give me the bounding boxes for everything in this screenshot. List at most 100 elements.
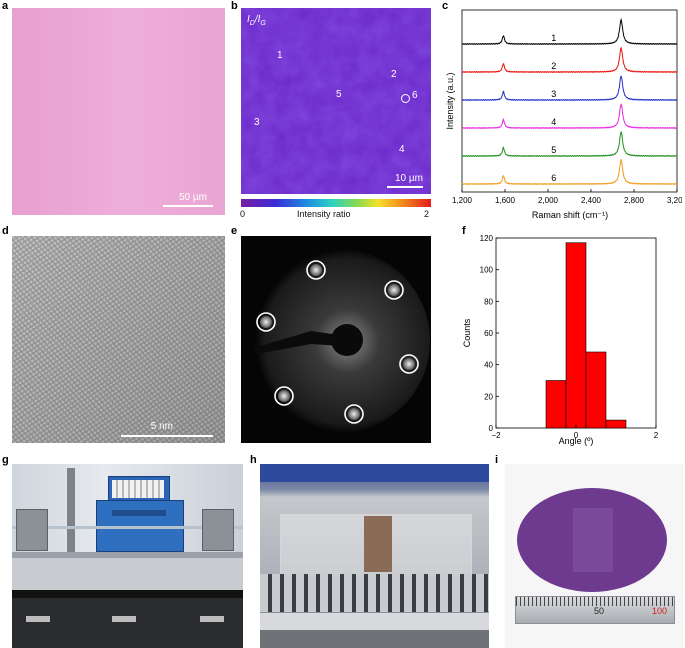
optical-image: 50 µm — [12, 8, 225, 215]
panel-label-d: d — [2, 225, 9, 237]
colorbar-min: 0 — [240, 209, 246, 219]
map-point-6: 6 — [412, 90, 418, 101]
raman-series-label-3: 3 — [551, 89, 556, 99]
panel-label-c: c — [442, 0, 449, 12]
furnace-handle — [112, 510, 166, 516]
raman-series-label-1: 1 — [551, 33, 556, 43]
scale-label-d: 5 nm — [150, 421, 173, 432]
histogram-y-tick-label: 80 — [484, 297, 493, 306]
ruler-mark-50: 50 — [594, 606, 605, 616]
raman-spectra-chart: 1 2 3 4 5 6 1,200 1,600 2,000 2,400 2,800 3,200 Ra… — [445, 9, 682, 220]
histogram-y-tick-label: 20 — [484, 392, 493, 401]
slotted-tray — [260, 574, 489, 616]
raman-series-5 — [461, 130, 678, 158]
panel-label-h: h — [250, 454, 257, 466]
map-point-4: 4 — [399, 144, 405, 155]
raman-series-3 — [461, 75, 678, 102]
raman-x-tick-label: 2,800 — [624, 196, 645, 205]
panel-label-a: a — [2, 0, 9, 12]
map-point-2: 2 — [391, 69, 397, 80]
histogram-x-tick-label: −2 — [491, 431, 501, 440]
scale-bar-b — [387, 186, 423, 188]
raman-series-label-2: 2 — [551, 61, 556, 71]
map-point-6-marker — [401, 94, 410, 103]
histogram-y-tick-label: 120 — [480, 234, 494, 243]
scale-bar-a — [163, 205, 213, 207]
raman-ratio-map: ID/IG 1 2 3 4 5 6 10 µm — [241, 8, 431, 194]
raman-series-labels: 1 2 3 4 5 6 — [551, 33, 556, 183]
histogram-bar — [585, 351, 607, 429]
raman-x-tick-label: 1,600 — [495, 196, 516, 205]
flange-right — [202, 509, 234, 551]
panel-label-b: b — [231, 0, 238, 12]
histogram-y-tick-label: 100 — [480, 266, 494, 275]
substrate-holder-photo — [260, 464, 489, 648]
lattice-texture — [12, 236, 225, 443]
raman-plot-frame — [461, 9, 678, 193]
scale-label-a: 50 µm — [179, 192, 207, 203]
film-region — [573, 508, 613, 572]
raman-x-tick-label: 2,400 — [581, 196, 602, 205]
histogram-y-tick-label: 60 — [484, 329, 493, 338]
raman-y-label: Intensity (a.u.) — [445, 72, 455, 129]
histogram-x-ticks: −2 0 2 — [491, 425, 659, 440]
histogram-bar — [545, 380, 567, 429]
diffraction-graphic — [246, 249, 430, 433]
histogram-y-ticks: 0 20 40 60 80 100 120 — [480, 234, 499, 433]
panel-label-f: f — [462, 225, 466, 237]
flange-left — [16, 509, 48, 551]
ruler-mark-100: 100 — [652, 606, 668, 616]
ratio-title: ID/IG — [247, 14, 266, 27]
scale-bar-d — [121, 435, 213, 437]
map-point-1: 1 — [277, 50, 283, 61]
raman-x-tick-label: 1,200 — [452, 196, 473, 205]
pillar — [67, 468, 75, 560]
colorbar-max: 2 — [424, 209, 430, 219]
furnace-photo — [12, 464, 243, 648]
bottom-frame — [260, 630, 489, 648]
ruler-ticks — [516, 597, 674, 606]
histogram-x-tick-label: 0 — [574, 431, 579, 440]
copper-stack — [364, 516, 392, 572]
histogram-bars — [545, 242, 627, 429]
colorbar — [241, 199, 431, 207]
raman-series-label-5: 5 — [551, 145, 556, 155]
furnace-heater — [112, 480, 164, 498]
raman-series-6 — [461, 157, 678, 186]
histogram-y-tick-label: 0 — [489, 424, 494, 433]
drawer-handle-3 — [200, 616, 224, 622]
panel-label-g: g — [2, 454, 9, 466]
bench-front — [12, 590, 243, 598]
steel-ruler: 50 100 — [515, 596, 675, 624]
panel-label-e: e — [231, 225, 238, 237]
raman-series-2 — [461, 46, 678, 74]
drawer-handle-2 — [112, 616, 136, 622]
wafer-photo: 50 100 — [505, 464, 683, 648]
raman-series-1 — [461, 17, 678, 46]
raman-series-label-6: 6 — [551, 173, 556, 183]
map-point-5: 5 — [336, 89, 342, 100]
scale-label-b: 10 µm — [395, 173, 423, 184]
raman-x-label: Raman shift (cm⁻¹) — [532, 210, 608, 220]
raman-curves — [461, 17, 678, 186]
map-point-3: 3 — [254, 117, 260, 128]
raman-series-label-4: 4 — [551, 117, 556, 127]
bench-edge — [12, 552, 243, 558]
quartz-tube — [12, 526, 243, 529]
cabinet — [12, 598, 243, 648]
diffraction-pattern — [241, 236, 431, 443]
histogram-bar — [565, 242, 587, 429]
panel-label-i: i — [495, 454, 499, 466]
raman-x-tick-label: 3,200 — [667, 196, 682, 205]
metal-ruler-h — [260, 612, 489, 631]
histogram-bar — [605, 419, 627, 429]
drawer-handle-1 — [26, 616, 50, 622]
histogram-x-tick-label: 2 — [654, 431, 659, 440]
histogram-y-tick-label: 40 — [484, 361, 493, 370]
raman-series-4 — [462, 103, 678, 130]
raman-x-tick-label: 2,000 — [538, 196, 559, 205]
histogram-y-label: Counts — [462, 318, 472, 347]
raman-x-ticks: 1,200 1,600 2,000 2,400 2,800 3,200 — [452, 189, 682, 205]
lattice-image: 5 nm — [12, 236, 225, 443]
